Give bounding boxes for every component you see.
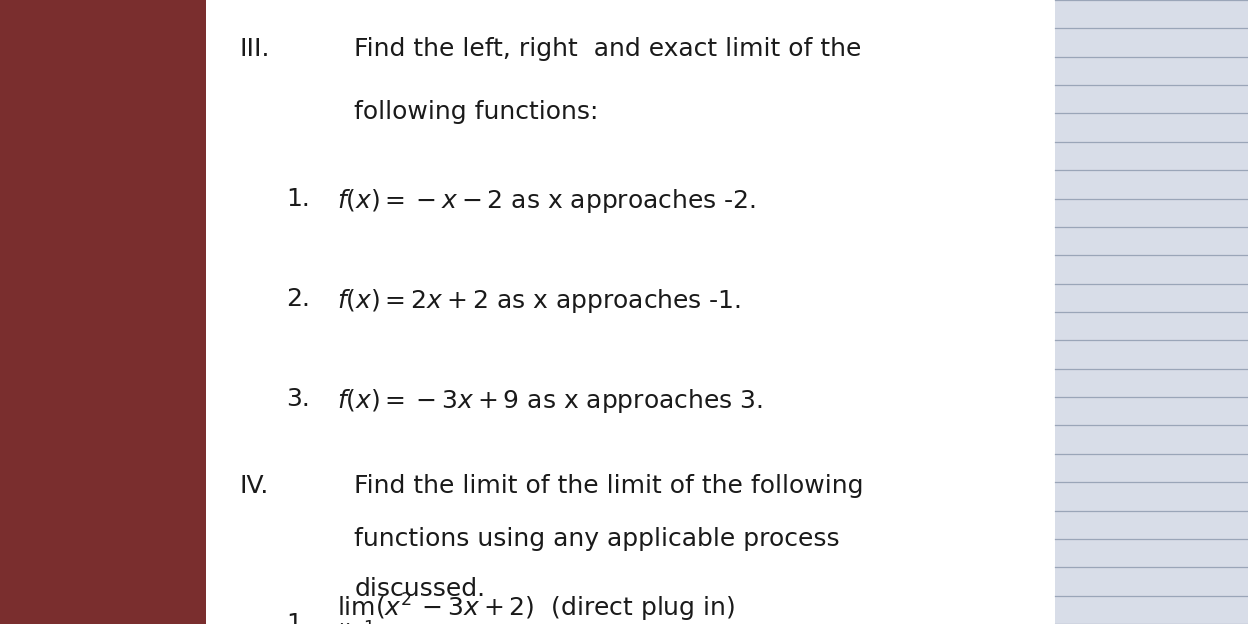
Text: Find the limit of the limit of the following: Find the limit of the limit of the follo…	[354, 474, 864, 498]
Text: $f(x) = -x - 2$ as x approaches -2.: $f(x) = -x - 2$ as x approaches -2.	[337, 187, 756, 215]
Text: following functions:: following functions:	[354, 100, 599, 124]
Text: functions using any applicable process: functions using any applicable process	[354, 527, 840, 551]
Text: $f(x) = 2x + 2$ as x approaches -1.: $f(x) = 2x + 2$ as x approaches -1.	[337, 287, 741, 315]
Text: IV.: IV.	[240, 474, 270, 498]
Text: $f(x) = -3x + 9$ as x approaches 3.: $f(x) = -3x + 9$ as x approaches 3.	[337, 387, 764, 415]
Text: 3.: 3.	[287, 387, 311, 411]
Text: 2.: 2.	[287, 287, 311, 311]
Text: discussed.: discussed.	[354, 577, 485, 601]
Text: 1.: 1.	[287, 187, 311, 211]
Text: $\lim_{x \to 1}(x^2 - 3x + 2)$  (direct plug in): $\lim_{x \to 1}(x^2 - 3x + 2)$ (direct p…	[337, 592, 735, 624]
Text: III.: III.	[240, 37, 271, 61]
Text: Find the left, right  and exact limit of the: Find the left, right and exact limit of …	[354, 37, 862, 61]
Text: 1.: 1.	[287, 613, 311, 624]
